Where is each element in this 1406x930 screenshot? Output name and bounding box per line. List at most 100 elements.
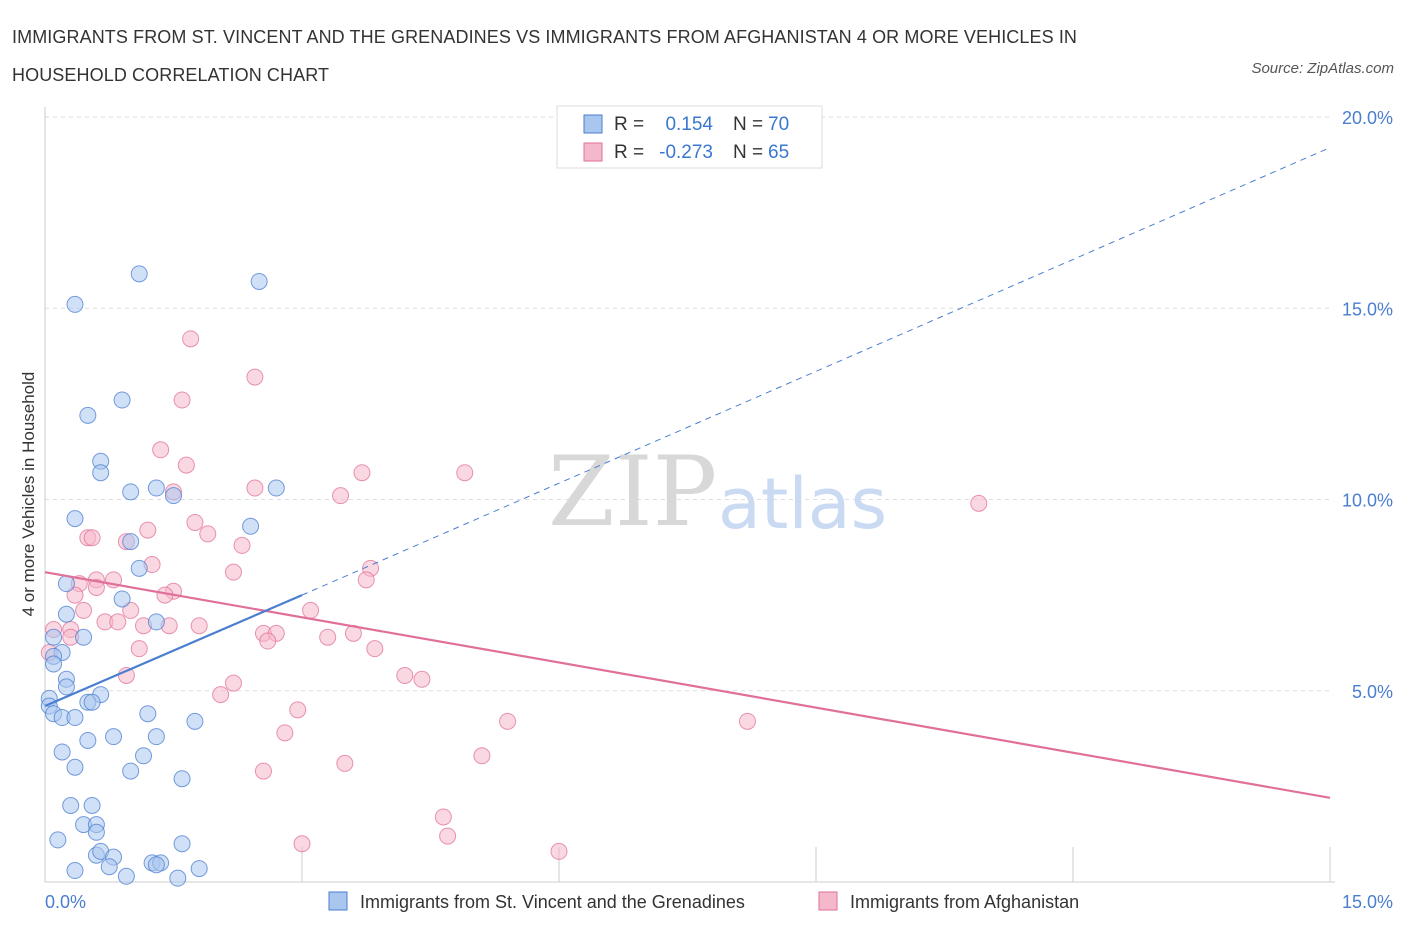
x-tick-label-0: 0.0% — [45, 892, 86, 912]
afghanistan-point-44 — [259, 632, 277, 650]
st-vincent-point-19 — [45, 628, 63, 646]
afghanistan-point-59 — [254, 762, 272, 780]
afghanistan-point-29 — [75, 601, 93, 619]
st-vincent-point-23 — [45, 655, 63, 673]
afghanistan-point-6 — [456, 464, 474, 482]
st-vincent-point-48 — [87, 823, 105, 841]
legend-n-value-blue: 70 — [768, 114, 789, 135]
afghanistan-point-3 — [152, 441, 170, 459]
afghanistan-point-2 — [173, 391, 191, 409]
st-vincent-point-13 — [122, 533, 140, 551]
watermark: ZIP atlas — [548, 436, 887, 548]
st-vincent-trend-line — [44, 594, 303, 708]
afghanistan-point-62 — [293, 835, 311, 853]
st-vincent-point-11 — [66, 510, 84, 528]
axes — [44, 107, 1335, 883]
afghanistan-point-5 — [353, 464, 371, 482]
st-vincent-point-20 — [75, 628, 93, 646]
afghanistan-point-61 — [439, 827, 457, 845]
st-vincent-point-61 — [169, 869, 187, 887]
afghanistan-point-63 — [550, 842, 568, 860]
legend-swatch-pink — [583, 142, 603, 162]
st-vincent-point-45 — [83, 797, 101, 814]
legend-r-value-blue: 0.154 — [665, 114, 713, 135]
st-vincent-point-14 — [130, 559, 148, 577]
y-tick-labels: 5.0% 10.0% 15.0% 20.0% — [1342, 108, 1393, 702]
st-vincent-point-44 — [62, 797, 80, 814]
afghanistan-point-12 — [139, 521, 157, 539]
st-vincent-point-38 — [147, 728, 165, 746]
y-tick-label-1: 10.0% — [1342, 491, 1393, 511]
st-vincent-point-10 — [267, 479, 285, 497]
afghanistan-point-30 — [122, 601, 140, 619]
st-vincent-point-57 — [66, 862, 84, 880]
st-vincent-point-8 — [147, 479, 165, 497]
st-vincent-point-34 — [139, 705, 157, 723]
st-vincent-point-25 — [57, 678, 75, 696]
afghanistan-point-45 — [130, 640, 148, 658]
st-vincent-point-59 — [190, 860, 208, 878]
watermark-zip: ZIP — [548, 436, 717, 548]
chart-source: Source: ZipAtlas.com — [1251, 60, 1394, 77]
grid-lines — [45, 116, 1330, 692]
top-legend: R = 0.154 N = 70 R = -0.273 N = 65 — [556, 105, 823, 169]
st-vincent-point-58 — [100, 858, 118, 876]
st-vincent-point-60 — [117, 867, 135, 885]
afghanistan-point-10 — [970, 494, 988, 512]
y-tick-label-0: 5.0% — [1352, 682, 1393, 702]
y-axis-label: 4 or more Vehicles in Household — [19, 372, 38, 617]
watermark-atlas: atlas — [718, 463, 887, 545]
st-vincent-point-28 — [83, 693, 101, 711]
afghanistan-point-0 — [182, 330, 200, 348]
y-tick-label-3: 20.0% — [1342, 108, 1393, 128]
afghanistan-point-31 — [302, 601, 320, 619]
afghanistan-point-33 — [109, 613, 127, 631]
st-vincent-point-40 — [135, 747, 153, 765]
afghanistan-point-23 — [357, 571, 375, 589]
afghanistan-point-27 — [66, 586, 84, 604]
x-tick-label-1: 15.0% — [1342, 892, 1393, 912]
afghanistan-point-49 — [413, 670, 431, 688]
afghanistan-point-58 — [336, 754, 354, 772]
st-vincent-point-17 — [57, 605, 75, 623]
st-vincent-point-41 — [66, 758, 84, 776]
st-vincent-point-7 — [122, 483, 140, 501]
st-vincent-point-35 — [186, 712, 204, 730]
trend-lines — [44, 147, 1331, 799]
y-tick-label-2: 15.0% — [1342, 299, 1393, 319]
st-vincent-point-42 — [122, 762, 140, 780]
afghanistan-point-9 — [332, 487, 350, 505]
st-vincent-point-43 — [173, 770, 191, 788]
afghanistan-point-60 — [434, 808, 452, 826]
afghanistan-point-53 — [289, 701, 307, 719]
st-vincent-point-56 — [147, 856, 165, 874]
afghanistan-point-56 — [276, 724, 294, 742]
st-vincent-point-16 — [113, 590, 131, 608]
afghanistan-point-55 — [738, 712, 756, 730]
st-vincent-point-3 — [79, 406, 97, 424]
st-vincent-point-2 — [66, 295, 84, 313]
afghanistan-point-51 — [224, 674, 242, 692]
st-vincent-point-49 — [49, 831, 67, 849]
bottom-legend: Immigrants from St. Vincent and the Gren… — [328, 891, 1079, 912]
series-st-vincent-points — [40, 265, 285, 887]
bottom-legend-swatch-pink — [818, 891, 838, 911]
afghanistan-point-41 — [319, 628, 337, 646]
legend-swatch-blue — [583, 114, 603, 134]
legend-r-label-blue: R = — [614, 114, 644, 135]
bottom-legend-label-pink: Immigrants from Afghanistan — [850, 892, 1079, 912]
x-tick-labels: 0.0% 15.0% — [45, 892, 1393, 912]
afghanistan-point-1 — [246, 368, 264, 386]
series-afghanistan-points — [40, 330, 988, 860]
legend-n-label-blue: N = — [733, 114, 763, 135]
st-vincent-point-1 — [250, 272, 268, 290]
afghanistan-point-20 — [224, 563, 242, 581]
afghanistan-point-8 — [246, 479, 264, 497]
st-vincent-point-12 — [242, 517, 260, 535]
st-vincent-point-36 — [105, 728, 123, 746]
st-vincent-point-50 — [173, 835, 191, 853]
afghanistan-point-15 — [83, 529, 101, 547]
afghanistan-point-46 — [366, 640, 384, 658]
afghanistan-point-4 — [177, 456, 195, 474]
